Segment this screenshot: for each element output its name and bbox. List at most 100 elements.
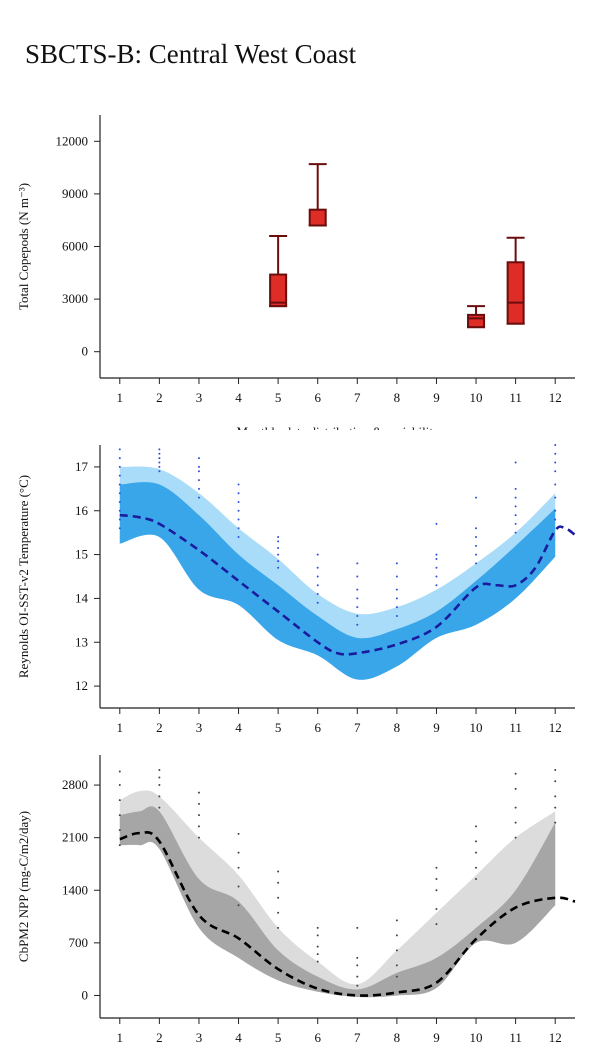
observation-dot: [277, 926, 280, 929]
y-tick-label: 6000: [62, 239, 88, 254]
observation-dot: [118, 799, 121, 802]
observation-dot: [554, 470, 557, 473]
observation-dot: [554, 509, 557, 512]
observation-dot: [514, 514, 517, 517]
observation-dot: [514, 806, 517, 809]
observation-dot: [395, 562, 398, 565]
observation-dot: [118, 844, 121, 847]
observation-dot: [118, 465, 121, 468]
observation-dot: [356, 575, 359, 578]
observation-dot: [395, 614, 398, 617]
observation-dot: [237, 904, 240, 907]
x-tick-label: 5: [275, 1030, 282, 1045]
observation-dot: [316, 960, 319, 963]
x-tick-label: 8: [394, 1030, 401, 1045]
observation-dot: [514, 821, 517, 824]
observation-dot: [435, 908, 438, 911]
observation-dot: [237, 509, 240, 512]
x-tick-label: 7: [354, 390, 361, 405]
x-tick-label: 5: [275, 390, 282, 405]
observation-dot: [435, 566, 438, 569]
observation-dot: [118, 518, 121, 521]
x-tick-label: 4: [235, 720, 242, 735]
box: [308, 208, 327, 227]
y-tick-label: 15: [75, 547, 88, 562]
observation-dot: [158, 457, 161, 460]
observation-dot: [237, 527, 240, 530]
observation-dot: [435, 553, 438, 556]
x-tick-label: 3: [196, 720, 203, 735]
observation-dot: [118, 500, 121, 503]
observation-dot: [395, 964, 398, 967]
observation-dot: [277, 536, 280, 539]
observation-dot: [118, 474, 121, 477]
observation-dot: [316, 953, 319, 956]
observation-dot: [475, 496, 478, 499]
observation-dot: [395, 575, 398, 578]
y-axis-label: Reynolds OI-SST-v2 Temperature (°C): [16, 475, 31, 678]
observation-dot: [316, 584, 319, 587]
observation-dot: [356, 964, 359, 967]
y-tick-label: 9000: [62, 186, 88, 201]
observation-dot: [197, 465, 200, 468]
observation-dot: [435, 575, 438, 578]
observation-dot: [237, 536, 240, 539]
observation-dot: [395, 606, 398, 609]
x-tick-label: 12: [549, 720, 562, 735]
observation-dot: [197, 470, 200, 473]
x-tick-label: 8: [394, 720, 401, 735]
observation-dot: [277, 911, 280, 914]
observation-dot: [197, 791, 200, 794]
box: [467, 313, 486, 329]
observation-dot: [395, 919, 398, 922]
observation-dot: [316, 945, 319, 948]
observation-dot: [158, 448, 161, 451]
observation-dot: [435, 877, 438, 880]
observation-dot: [514, 461, 517, 464]
observation-dot: [475, 562, 478, 565]
observation-dot: [316, 601, 319, 604]
observation-dot: [475, 527, 478, 530]
observation-dot: [475, 877, 478, 880]
x-tick-label: 11: [509, 1030, 522, 1045]
x-tick-label: 2: [156, 1030, 163, 1045]
observation-dot: [277, 896, 280, 899]
observation-dot: [118, 527, 121, 530]
box: [269, 273, 288, 308]
x-tick-label: 8: [394, 390, 401, 405]
observation-dot: [277, 553, 280, 556]
band: [119, 482, 556, 680]
observation-dot: [554, 780, 557, 783]
observation-dot: [277, 560, 280, 563]
x-tick-label: 3: [196, 1030, 203, 1045]
observation-dot: [118, 770, 121, 773]
x-tick-label: 6: [314, 720, 321, 735]
x-tick-label: 4: [235, 390, 242, 405]
x-tick-label: 6: [314, 1030, 321, 1045]
observation-dot: [237, 483, 240, 486]
observation-dot: [395, 975, 398, 978]
observation-dot: [118, 492, 121, 495]
observation-dot: [356, 623, 359, 626]
observation-dot: [158, 784, 161, 787]
observation-dot: [475, 851, 478, 854]
observation-dot: [158, 452, 161, 455]
observation-dot: [435, 557, 438, 560]
y-tick-label: 700: [69, 935, 89, 950]
observation-dot: [237, 832, 240, 835]
x-tick-label: 9: [433, 720, 440, 735]
x-tick-label: 1: [117, 720, 124, 735]
observation-dot: [237, 866, 240, 869]
observation-dot: [475, 825, 478, 828]
observation-dot: [118, 814, 121, 817]
y-tick-label: 13: [75, 634, 88, 649]
observation-dot: [554, 461, 557, 464]
y-tick-label: 0: [82, 344, 89, 359]
mean-line: [119, 513, 576, 656]
observation-dot: [356, 926, 359, 929]
y-tick-label: 2100: [62, 830, 88, 845]
x-tick-label: 7: [354, 1030, 361, 1045]
